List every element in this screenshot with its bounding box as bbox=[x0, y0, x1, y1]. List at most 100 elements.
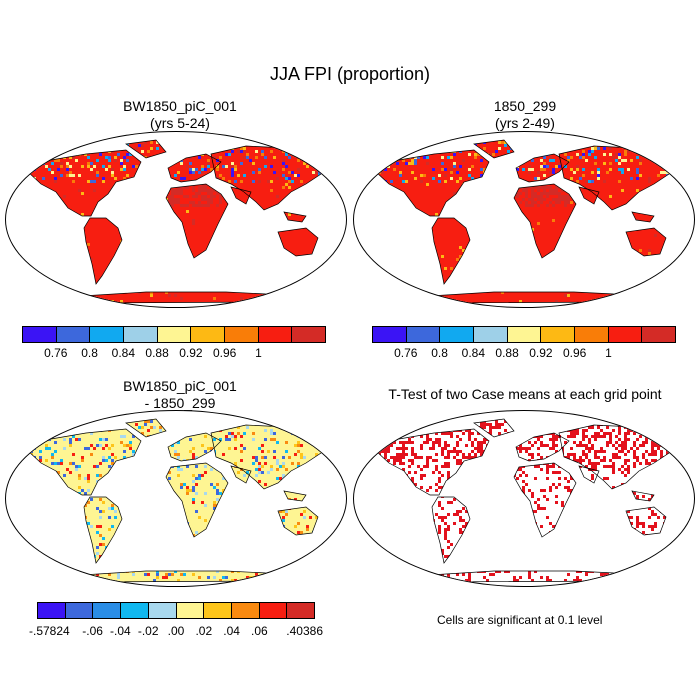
land-fill bbox=[231, 187, 251, 204]
colorbar-tick-label: 0.76 bbox=[44, 346, 68, 360]
land-fill bbox=[626, 507, 666, 535]
colorbar-swatch bbox=[38, 603, 66, 618]
map-panel-1 bbox=[5, 131, 347, 308]
coastline bbox=[83, 217, 123, 285]
colorbar-tick-label: 0.8 bbox=[431, 346, 448, 360]
colorbar-swatch bbox=[124, 327, 158, 342]
colorbar-swatch bbox=[191, 327, 226, 342]
land-fill bbox=[84, 218, 122, 284]
colorbar-swatch bbox=[507, 327, 542, 342]
coastline bbox=[230, 186, 252, 205]
colorbar-swatch bbox=[90, 327, 125, 342]
colorbar-swatch bbox=[575, 327, 609, 342]
coastline bbox=[125, 139, 167, 159]
colorbar-swatch bbox=[157, 327, 192, 342]
coastline bbox=[513, 462, 577, 538]
coastline bbox=[283, 211, 307, 223]
coastline bbox=[515, 432, 570, 462]
land-fill bbox=[278, 228, 318, 256]
map-panel-4 bbox=[353, 410, 695, 587]
coastline bbox=[578, 465, 600, 484]
colorbar-panel-2 bbox=[372, 326, 676, 343]
land-fill bbox=[126, 140, 166, 158]
coastline bbox=[167, 153, 222, 183]
colorbar-panel-1 bbox=[22, 326, 326, 343]
land-fill bbox=[514, 463, 576, 537]
colorbar-swatch bbox=[65, 603, 94, 618]
colorbar-swatch bbox=[406, 327, 441, 342]
colorbar-swatch bbox=[259, 603, 288, 618]
colorbar-tick-label: 0.88 bbox=[495, 346, 519, 360]
colorbar-swatch bbox=[176, 603, 205, 618]
colorbar-swatch bbox=[225, 327, 259, 342]
colorbar-tick-label: 0.96 bbox=[212, 346, 237, 360]
colorbar-swatch bbox=[608, 327, 643, 342]
coastline bbox=[230, 465, 252, 484]
land-fill bbox=[28, 150, 141, 216]
colorbar-tick-label: .04 bbox=[223, 624, 240, 638]
colorbar-tick-label: 0.8 bbox=[81, 346, 98, 360]
coastline bbox=[167, 432, 222, 462]
map-panel-2 bbox=[353, 131, 695, 308]
colorbar-swatch bbox=[121, 603, 149, 618]
colorbar-swatch bbox=[642, 327, 676, 342]
coastline bbox=[27, 149, 142, 217]
colorbar-tick-label: 0.92 bbox=[529, 346, 553, 360]
land-fill bbox=[626, 228, 666, 256]
land-fill bbox=[414, 292, 634, 303]
land-fill bbox=[166, 463, 228, 537]
colorbar-tick-label: .00 bbox=[167, 624, 185, 638]
panel-3-title: BW1850_piC_001 - 1850_299 bbox=[10, 378, 350, 412]
panel-2-title-line2: (yrs 2-49) bbox=[495, 115, 555, 131]
coastline bbox=[83, 496, 123, 564]
colorbar-tick-label: 0.76 bbox=[394, 346, 418, 360]
significance-note: Cells are significant at 0.1 level bbox=[437, 613, 603, 627]
colorbar-swatch bbox=[474, 327, 508, 342]
colorbar-tick-label: 0.92 bbox=[179, 346, 203, 360]
coastline bbox=[283, 490, 307, 502]
map-panel-1-svg bbox=[27, 139, 325, 304]
coastline bbox=[277, 506, 319, 536]
colorbar-tick-label: 1 bbox=[255, 346, 262, 360]
colorbar-swatch bbox=[541, 327, 576, 342]
coastline bbox=[631, 490, 655, 502]
panel-3-title-line1: BW1850_piC_001 bbox=[123, 378, 237, 394]
colorbar-tick-label: .02 bbox=[195, 624, 213, 638]
map-panel-3 bbox=[5, 410, 347, 587]
coastline bbox=[625, 506, 667, 536]
land-fill bbox=[579, 187, 599, 204]
coastline bbox=[165, 183, 229, 259]
figure-title: JJA FPI (proportion) bbox=[269, 64, 431, 84]
coastline bbox=[431, 217, 471, 285]
coastline bbox=[473, 418, 515, 438]
colorbar-tick-label: 0.88 bbox=[145, 346, 169, 360]
coastline bbox=[125, 418, 167, 438]
colorbar-swatch bbox=[373, 327, 407, 342]
colorbar-tick-label: 0.96 bbox=[562, 346, 587, 360]
colorbar-tick-label: 1 bbox=[605, 346, 612, 360]
land-fill bbox=[432, 497, 470, 563]
colorbar-tick-label: 0.84 bbox=[461, 346, 485, 360]
panel-2-title: 1850_299 (yrs 2-49) bbox=[355, 98, 695, 132]
coastline bbox=[473, 139, 515, 159]
panel-4-title: T-Test of two Case means at each grid po… bbox=[388, 386, 662, 402]
panel-2-title-line1: 1850_299 bbox=[493, 98, 557, 114]
map-panel-2-svg bbox=[375, 139, 673, 304]
colorbar-swatch bbox=[93, 603, 122, 618]
panel-1-title-line1: BW1850_piC_001 bbox=[123, 98, 237, 114]
colorbar-swatch bbox=[56, 327, 91, 342]
coastline bbox=[375, 428, 490, 496]
colorbar-swatch bbox=[258, 327, 293, 342]
colorbar-panel-1-labels: 0.76 0.8 0.84 0.88 0.92 0.96 1 bbox=[22, 346, 326, 362]
map-panel-3-svg bbox=[27, 418, 325, 583]
colorbar-swatch bbox=[440, 327, 475, 342]
map-panel-4-svg bbox=[375, 418, 673, 583]
coastline bbox=[625, 227, 667, 257]
colorbar-tick-label: -.06 bbox=[82, 624, 103, 638]
panel-1-title-line2: (yrs 5-24) bbox=[150, 115, 210, 131]
panel-1-title: BW1850_piC_001 (yrs 5-24) bbox=[10, 98, 350, 132]
coastline bbox=[165, 462, 229, 538]
land-fill bbox=[432, 218, 470, 284]
colorbar-swatch bbox=[287, 603, 315, 618]
colorbar-swatch bbox=[148, 603, 177, 618]
